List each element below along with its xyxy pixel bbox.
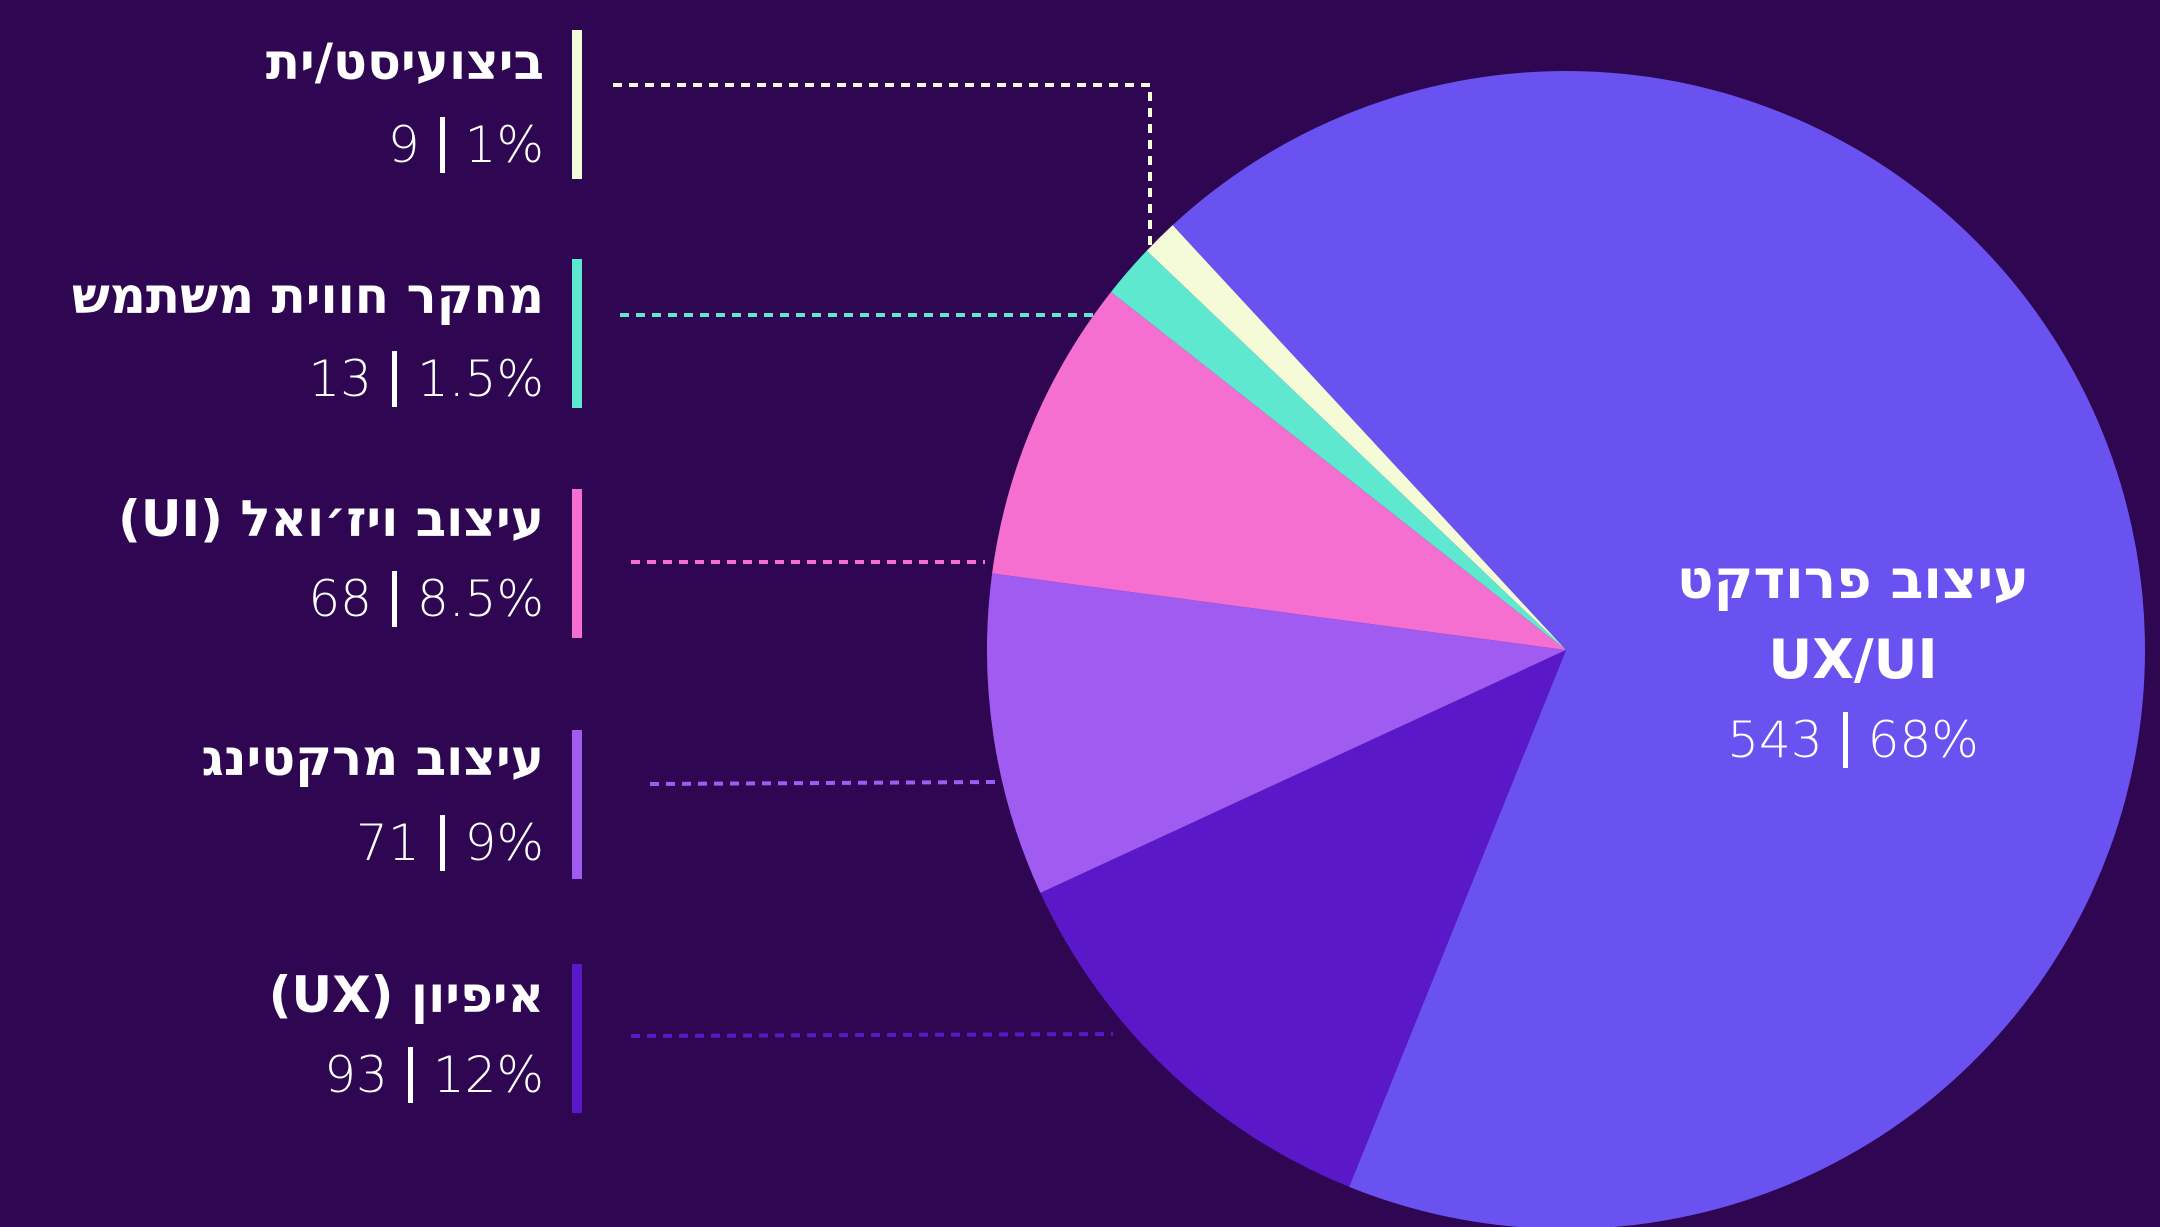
category-label: איפיון (UX)	[268, 966, 544, 1024]
pie-slice	[987, 573, 1566, 893]
category-label: עיצוב מרקטינג	[201, 729, 544, 787]
category-label: עיצוב ויז׳ואל (UI)	[118, 490, 544, 548]
value-row: 93 12%	[324, 1045, 544, 1105]
category-label: ביצועיסט/ית	[265, 33, 544, 91]
percent-label: 12%	[432, 1046, 544, 1104]
legend-bar	[572, 730, 582, 879]
count-label: 68	[308, 570, 372, 628]
percent-label: 1.5%	[416, 350, 544, 408]
pie-slice	[992, 291, 1566, 650]
separator	[391, 351, 397, 407]
separator	[439, 117, 445, 173]
count-label: 9	[387, 116, 420, 174]
value-row: 71 9%	[356, 813, 544, 873]
count-label: 71	[356, 814, 420, 872]
separator	[439, 815, 445, 871]
leader-line	[630, 1032, 1114, 1038]
count-label: 543	[1727, 711, 1823, 769]
percent-label: 9%	[464, 814, 544, 872]
value-row: 68 8.5%	[308, 569, 544, 629]
percent-label: 8.5%	[416, 570, 544, 628]
legend-bar	[572, 259, 582, 408]
category-label: עיצוב פרודקט UX/UI	[1676, 548, 2030, 691]
pie-slice	[1110, 250, 1566, 651]
count-label: 93	[324, 1046, 388, 1104]
pie-slice	[1172, 71, 2145, 1227]
separator	[1842, 712, 1848, 768]
legend-bar	[572, 30, 582, 179]
main-label: עיצוב פרודקט UX/UI 543 68%	[1653, 540, 2053, 770]
value-row: 543 68%	[1653, 710, 2053, 770]
percent-label: 68%	[1867, 711, 1979, 769]
leader-line	[613, 83, 1152, 245]
pie-slice	[1040, 650, 1566, 1187]
separator	[407, 1047, 413, 1103]
legend-bar	[572, 489, 582, 638]
value-row: 13 1.5%	[308, 349, 544, 409]
percent-label: 1%	[464, 116, 544, 174]
legend-bar	[572, 964, 582, 1113]
separator	[391, 571, 397, 627]
leader-line	[649, 780, 996, 786]
count-label: 13	[308, 350, 372, 408]
category-label: מחקר חווית משתמש	[71, 267, 544, 325]
value-row: 9 1%	[388, 115, 544, 175]
pie-slice	[1146, 225, 1566, 650]
